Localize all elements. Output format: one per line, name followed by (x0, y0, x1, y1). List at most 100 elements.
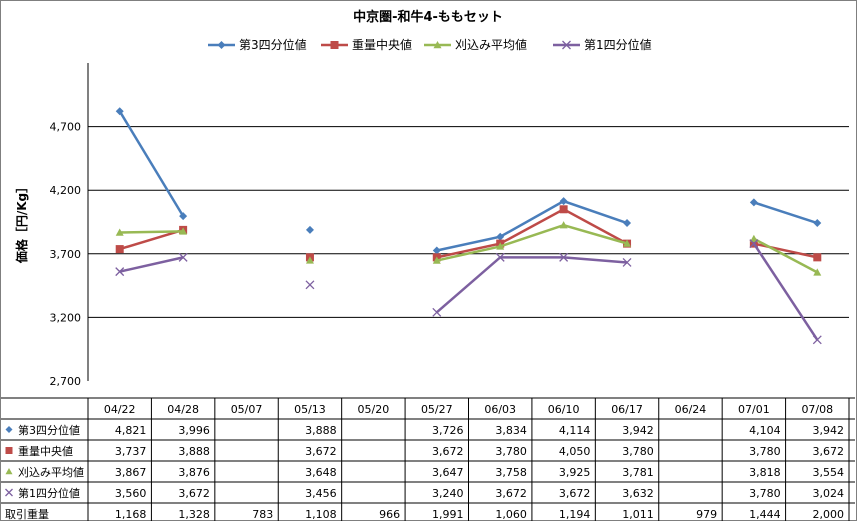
table-row-label: 第3四分位値 (18, 423, 80, 437)
table-row-marker (5, 426, 13, 433)
data-label: 3,672 (305, 445, 337, 458)
legend-marker (433, 41, 442, 49)
data-point (812, 335, 822, 345)
data-label: 1,108 (305, 508, 337, 521)
data-label: 3,867 (115, 466, 147, 479)
data-table: 04/22 04/28 05/07 05/13 05/20 05/27 06/03 06/10… (1, 397, 855, 521)
series-line (436, 207, 628, 259)
x-tick-label: 04/28 (167, 403, 199, 416)
data-label: 3,647 (432, 466, 464, 479)
data-label: 3,648 (305, 466, 337, 479)
x-tick-label: 06/17 (611, 403, 643, 416)
legend-marker (562, 40, 571, 50)
data-point (115, 107, 124, 116)
chart-title: 中京圏-和牛4-ももセット (353, 9, 503, 25)
legend-marker (330, 41, 339, 49)
data-point (496, 242, 505, 250)
data-label: 966 (379, 508, 400, 521)
data-point (432, 246, 441, 255)
table-row: 第3四分位値 4,821 3,996 3,888 3,726 3,834 4,114 3,94… (5, 423, 845, 437)
data-label: 4,104 (749, 424, 781, 437)
data-point (559, 252, 569, 262)
series-line (752, 242, 819, 341)
data-point (749, 234, 758, 242)
data-label: 3,758 (495, 466, 527, 479)
series-line (753, 242, 818, 259)
data-point (115, 245, 124, 254)
data-label: 3,876 (178, 466, 210, 479)
x-tick-label: 07/08 (801, 403, 833, 416)
data-point (305, 280, 315, 290)
data-point (432, 307, 442, 317)
data-label: 1,011 (622, 508, 654, 521)
data-label: 3,996 (178, 424, 210, 437)
table-row-label: 第1四分位値 (18, 486, 80, 500)
data-point (115, 267, 125, 277)
y-tick-label: 2,700 (50, 375, 82, 388)
data-label: 1,060 (495, 508, 527, 521)
data-label: 3,925 (559, 466, 591, 479)
legend-label: 刈込み平均値 (455, 37, 527, 52)
data-label: 3,024 (813, 487, 845, 500)
data-point (559, 205, 568, 214)
data-point (813, 253, 822, 262)
data-point (305, 256, 314, 264)
data-point (559, 221, 568, 229)
data-label: 783 (252, 508, 273, 521)
y-tick-label: 3,700 (50, 248, 82, 261)
legend-item: 刈込み平均値 (424, 37, 527, 52)
series-line (119, 228, 184, 251)
data-point (115, 228, 124, 236)
x-tick-label: 04/22 (104, 403, 136, 416)
x-tick-label: 05/07 (231, 403, 263, 416)
data-label: 3,240 (432, 487, 464, 500)
data-point (813, 219, 822, 228)
data-label: 4,114 (559, 424, 591, 437)
series-line (753, 201, 818, 225)
series-line (119, 256, 184, 273)
data-label: 4,821 (115, 424, 147, 437)
data-label: 3,560 (115, 487, 147, 500)
data-point (179, 227, 188, 235)
data-label: 3,781 (622, 466, 654, 479)
data-label: 3,672 (432, 445, 464, 458)
series-x (115, 239, 822, 345)
data-point (495, 252, 505, 262)
table-row: 刈込み平均値 3,867 3,876 3,648 3,647 3,758 3,925 3,78… (5, 466, 844, 479)
data-point (813, 268, 822, 276)
data-label: 3,834 (495, 424, 527, 437)
series-line (436, 223, 628, 262)
table-row-label: 重量中央値 (18, 444, 73, 458)
data-label: 3,737 (115, 445, 147, 458)
data-label: 1,444 (749, 508, 781, 521)
data-label: 3,942 (813, 424, 845, 437)
y-tick-label: 3,200 (50, 311, 82, 324)
data-label: 3,726 (432, 424, 464, 437)
table-row-marker (5, 468, 13, 475)
data-point (179, 212, 188, 221)
data-point (623, 239, 632, 247)
plot-area: 2,700 3,200 3,700 4,200 4,700 価格［円/Kg］ (14, 63, 849, 388)
series-line (435, 256, 628, 314)
legend-item: 第1四分位値 (553, 37, 652, 52)
table-row: 第1四分位値 3,560 3,672 3,456 3,240 3,672 3,672 3,63… (5, 486, 845, 500)
data-point (749, 198, 758, 207)
series-diamond (115, 107, 822, 255)
legend-item: 第3四分位値 (208, 37, 307, 52)
data-label: 979 (696, 508, 717, 521)
data-label: 3,780 (622, 445, 654, 458)
series-line (436, 199, 628, 252)
table-row: 重量中央値 3,737 3,888 3,672 3,672 3,780 4,050 3,780… (5, 444, 844, 458)
x-tick-label: 06/10 (548, 403, 580, 416)
data-label: 3,672 (178, 487, 210, 500)
data-label: 3,672 (559, 487, 591, 500)
x-tick-label: 07/01 (738, 403, 770, 416)
data-label: 3,818 (749, 466, 781, 479)
data-point (559, 197, 568, 206)
data-label: 2,000 (813, 508, 845, 521)
y-tick-label: 4,200 (50, 184, 82, 197)
table-row: 取引重量 1,168 1,328 783 1,108 966 1,991 1,060 1,194… (5, 507, 844, 521)
data-label: 1,168 (115, 508, 147, 521)
data-point (305, 225, 314, 234)
data-label: 4,050 (559, 445, 591, 458)
